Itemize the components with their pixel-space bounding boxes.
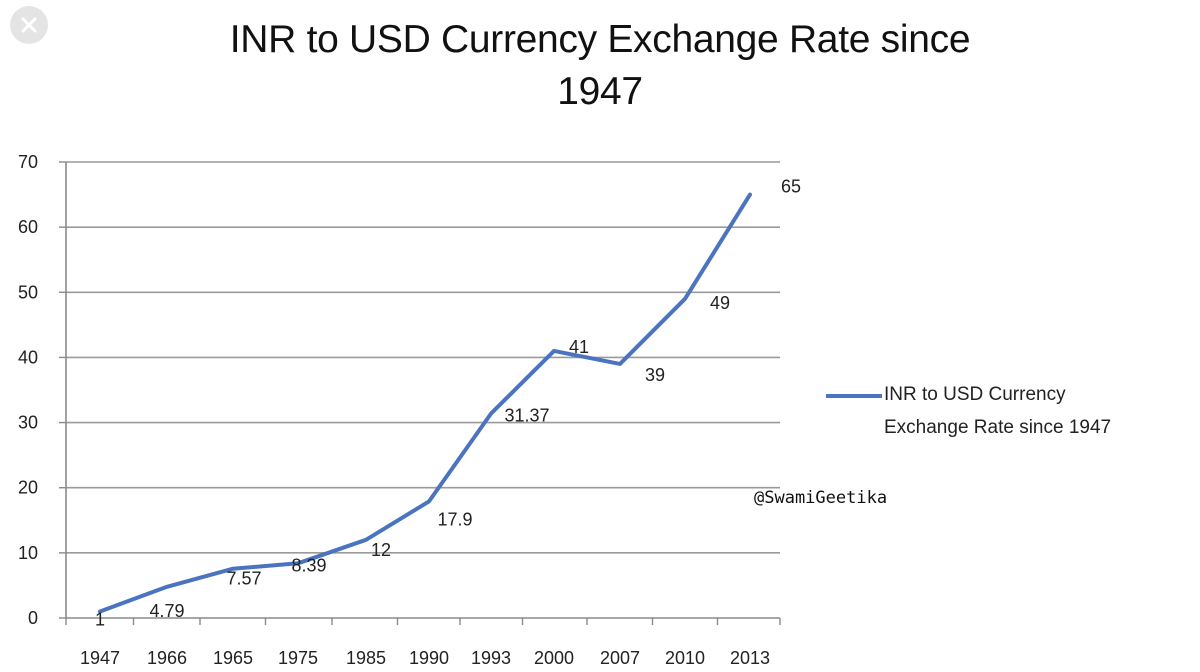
watermark-handle: @SwamiGeetika	[754, 488, 888, 508]
x-tick-label: 1993	[471, 648, 511, 668]
data-labels: 1 4.79 7.57 8.39 12 17.9 31.37 41 39 49 65	[95, 177, 801, 630]
y-tick-label: 50	[18, 282, 38, 302]
legend-label-line-2: Exchange Rate since 1947	[884, 417, 1112, 438]
chart-title: INR to USD Currency Exchange Rate since …	[150, 14, 1050, 118]
y-tick-labels: 0 10 20 30 40 50 60 70	[18, 152, 38, 628]
x-tick-label: 1947	[80, 648, 120, 668]
y-tick-label: 70	[18, 152, 38, 172]
x-tick-labels: 1947 1966 1965 1975 1985 1990 1993 2000 2007 2010…	[80, 648, 770, 668]
y-tick-label: 0	[28, 608, 38, 628]
data-label: 4.79	[149, 601, 184, 621]
x-tick-label: 1965	[213, 648, 253, 668]
series-line	[98, 192, 752, 614]
y-tick-label: 10	[18, 543, 38, 563]
data-label: 39	[645, 365, 665, 385]
axes	[59, 161, 781, 625]
close-icon	[20, 16, 38, 34]
x-tick-label: 1985	[346, 648, 386, 668]
data-label: 49	[710, 293, 730, 313]
y-tick-label: 20	[18, 478, 38, 498]
y-tick-label: 60	[18, 217, 38, 237]
x-tick-label: 2010	[665, 648, 705, 668]
data-label: 41	[569, 337, 589, 357]
data-label: 8.39	[291, 555, 326, 575]
legend: INR to USD Currency Exchange Rate since …	[826, 378, 1196, 444]
series-line-group	[98, 192, 752, 614]
chart-title-line-2: 1947	[557, 70, 643, 113]
data-label: 31.37	[504, 406, 549, 426]
data-label: 7.57	[226, 569, 261, 589]
x-tick-label: 1990	[409, 648, 449, 668]
data-label: 1	[95, 609, 105, 629]
legend-label: INR to USD Currency Exchange Rate since …	[884, 378, 1194, 444]
legend-label-line-1: INR to USD Currency	[884, 384, 1066, 405]
data-label: 65	[781, 177, 801, 197]
x-tick-label: 2000	[534, 648, 574, 668]
x-tick-label: 2013	[730, 648, 770, 668]
data-label: 12	[371, 540, 391, 560]
chart-title-line-1: INR to USD Currency Exchange Rate since	[229, 18, 971, 61]
y-tick-label: 40	[18, 347, 38, 367]
legend-line-swatch	[826, 394, 882, 398]
y-tick-label: 30	[18, 413, 38, 433]
data-label: 17.9	[437, 509, 472, 529]
x-tick-label: 1966	[147, 648, 187, 668]
close-button[interactable]	[10, 6, 48, 44]
x-tick-label: 2007	[600, 648, 640, 668]
x-tick-label: 1975	[278, 648, 318, 668]
gridlines	[66, 161, 780, 554]
